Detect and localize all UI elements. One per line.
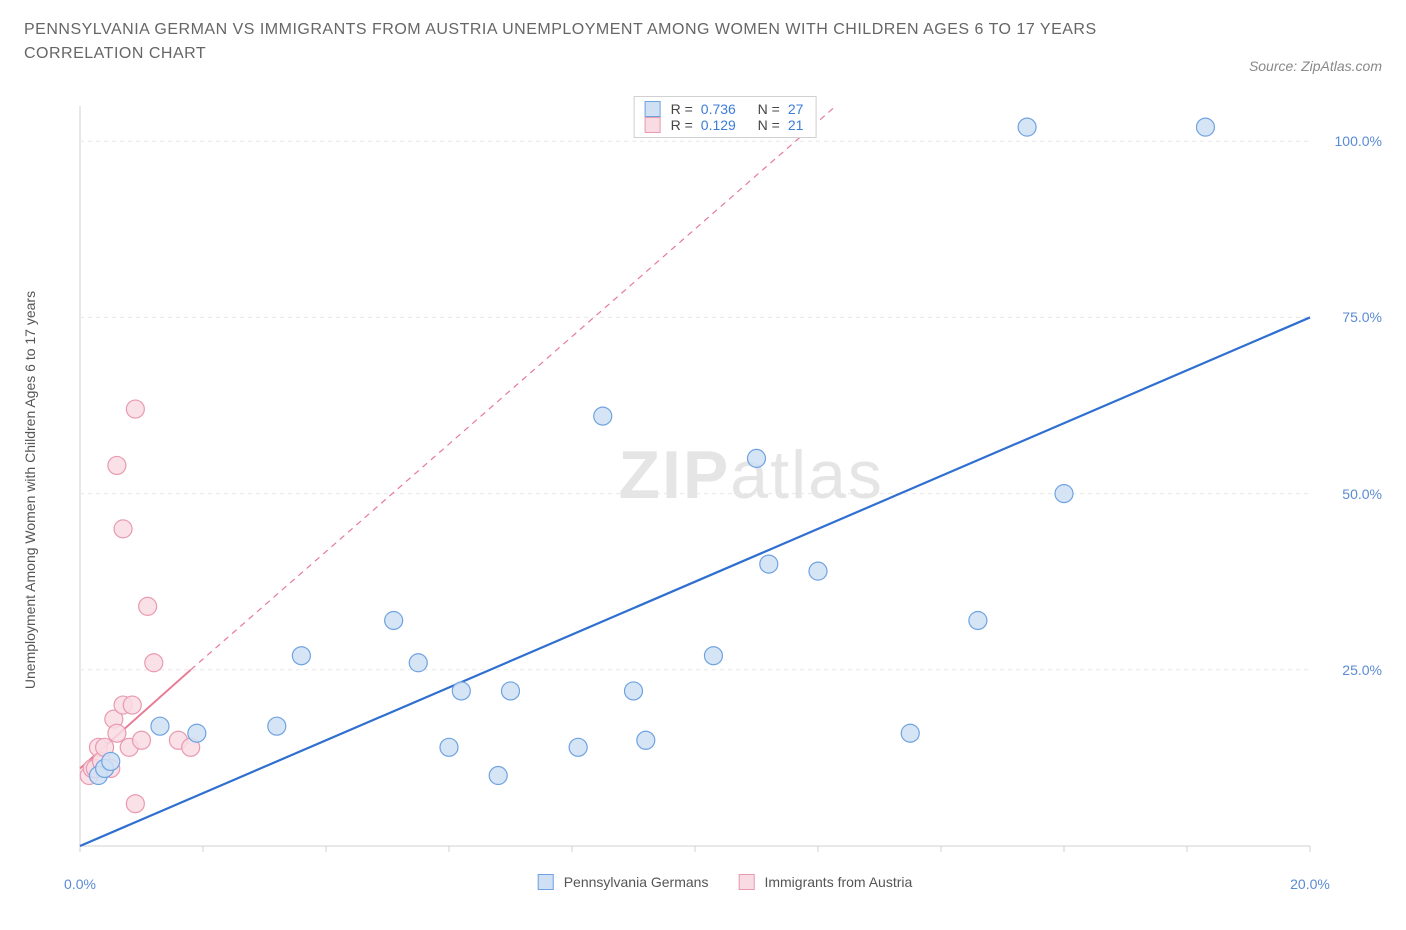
chart-title-line1: PENNSYLVANIA GERMAN VS IMMIGRANTS FROM A…	[24, 18, 1382, 42]
correlation-stats-box: R = 0.736 N = 27 R = 0.129 N = 21	[634, 96, 817, 138]
chart-header: PENNSYLVANIA GERMAN VS IMMIGRANTS FROM A…	[0, 0, 1406, 66]
swatch-series-b	[645, 117, 661, 133]
legend-label-b: Immigrants from Austria	[764, 874, 912, 890]
swatch-series-b	[738, 874, 754, 890]
x-tick-label: 20.0%	[1290, 876, 1330, 892]
legend-item-a: Pennsylvania Germans	[538, 874, 709, 890]
n-value-b: 21	[788, 117, 804, 133]
r-label: R =	[671, 101, 693, 117]
n-label: N =	[758, 101, 780, 117]
legend-label-a: Pennsylvania Germans	[564, 874, 709, 890]
n-value-a: 27	[788, 101, 804, 117]
source-attribution: Source: ZipAtlas.com	[1249, 58, 1382, 74]
legend-item-b: Immigrants from Austria	[738, 874, 912, 890]
y-tick-label: 100.0%	[1335, 133, 1382, 149]
r-value-b: 0.129	[701, 117, 736, 133]
stats-row-series-b: R = 0.129 N = 21	[645, 117, 806, 133]
plot-area	[70, 96, 1380, 886]
legend: Pennsylvania Germans Immigrants from Aus…	[538, 874, 913, 890]
chart-title-line2: CORRELATION CHART	[24, 42, 1382, 66]
x-tick-label: 0.0%	[64, 876, 96, 892]
y-axis-label: Unemployment Among Women with Children A…	[22, 291, 38, 689]
r-label: R =	[671, 117, 693, 133]
r-value-a: 0.736	[701, 101, 736, 117]
swatch-series-a	[645, 101, 661, 117]
scatter-chart: ZIPatlas R = 0.736 N = 27 R = 0.129 N = …	[70, 96, 1380, 886]
y-tick-label: 75.0%	[1342, 309, 1382, 325]
y-tick-label: 50.0%	[1342, 486, 1382, 502]
swatch-series-a	[538, 874, 554, 890]
y-tick-label: 25.0%	[1342, 662, 1382, 678]
stats-row-series-a: R = 0.736 N = 27	[645, 101, 806, 117]
n-label: N =	[758, 117, 780, 133]
